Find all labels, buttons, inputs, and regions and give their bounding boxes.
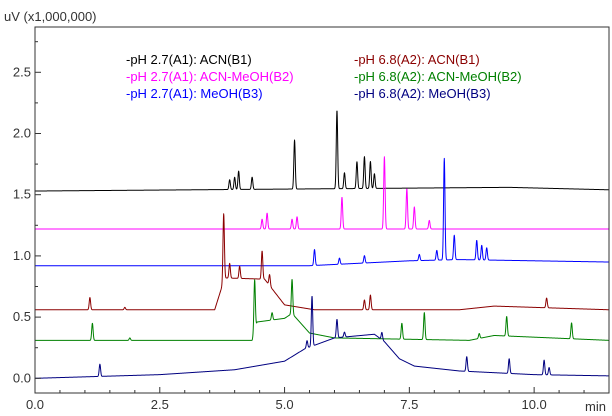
plot-frame — [34, 26, 610, 394]
legend: -pH 2.7(A1): ACN(B1) -pH 6.8(A2): ACN(B1)… — [126, 52, 522, 101]
legend-entry-2: -pH 2.7(A1): ACN-MeOH(B2) — [126, 69, 294, 84]
series-line-6 — [34, 295, 610, 379]
y-tick-label: 1.0 — [13, 248, 31, 263]
y-tick-label: 2.5 — [13, 64, 31, 79]
legend-entry-5: -pH 6.8(A2): ACN-MeOH(B2) — [354, 69, 522, 84]
y-axis-unit-label: uV (x1,000,000) — [4, 9, 97, 24]
series-line-2 — [34, 156, 610, 230]
legend-entry-1: -pH 2.7(A1): ACN(B1) — [126, 52, 252, 67]
x-axis: 0.0 2.5 5.0 7.5 10.0 — [26, 387, 585, 412]
legend-entry-4: -pH 6.8(A2): ACN(B1) — [354, 52, 480, 67]
y-tick-label: 1.5 — [13, 187, 31, 202]
series-line-5 — [34, 279, 610, 341]
x-tick-label: 10.0 — [521, 397, 546, 412]
x-axis-unit-label: min — [585, 399, 606, 414]
x-tick-label: 2.5 — [151, 397, 169, 412]
legend-entry-3: -pH 2.7(A1): MeOH(B3) — [126, 86, 263, 101]
series-line-1 — [34, 110, 610, 192]
legend-entry-6: -pH 6.8(A2): MeOH(B3) — [354, 86, 491, 101]
series-line-4 — [34, 213, 610, 311]
x-tick-label: 0.0 — [26, 397, 44, 412]
y-axis: 0.0 0.5 1.0 1.5 2.0 2.5 — [13, 41, 41, 385]
y-tick-label: 0.5 — [13, 309, 31, 324]
y-tick-label: 2.0 — [13, 125, 31, 140]
x-tick-label: 7.5 — [400, 397, 418, 412]
x-tick-label: 5.0 — [276, 397, 294, 412]
trace-layer — [34, 110, 610, 379]
y-tick-label: 0.0 — [13, 370, 31, 385]
series-line-3 — [34, 157, 610, 267]
